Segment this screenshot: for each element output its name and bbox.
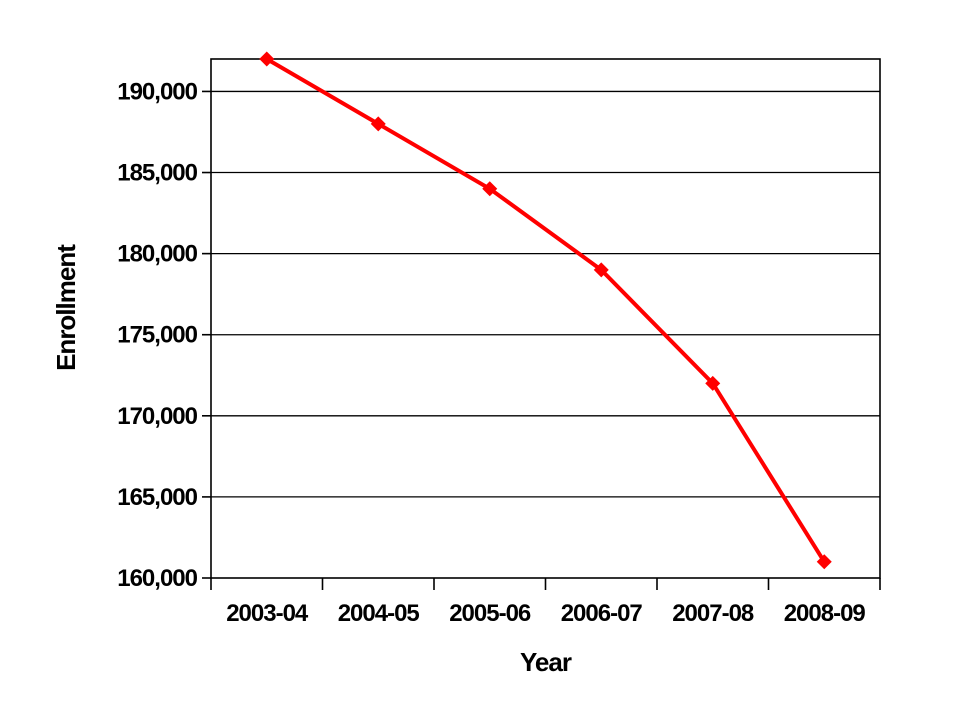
- plot-border: [210, 58, 881, 579]
- x-category-label: 2005-06: [449, 600, 531, 627]
- x-category-label: 2004-05: [338, 600, 420, 627]
- y-tick-label: 175,000: [117, 322, 197, 349]
- x-category-label: 2007-08: [672, 600, 754, 627]
- y-tick-label: 170,000: [117, 403, 197, 430]
- x-category-label: 2008-09: [784, 600, 866, 627]
- data-point-marker: [259, 51, 275, 67]
- data-point-marker: [482, 181, 498, 197]
- data-point-marker: [370, 116, 386, 132]
- data-point-marker: [593, 262, 609, 278]
- x-category-label: 2003-04: [226, 600, 309, 627]
- x-axis-title: Year: [520, 647, 572, 677]
- y-axis-title: Enrollment: [50, 245, 81, 371]
- y-tick-label: 165,000: [117, 484, 197, 511]
- x-category-label: 2006-07: [561, 600, 643, 627]
- y-tick-label: 190,000: [117, 78, 197, 105]
- y-tick-label: 185,000: [117, 160, 197, 187]
- series-line-enrollment: [264, 57, 827, 564]
- data-point-marker: [816, 554, 832, 570]
- data-point-marker: [705, 375, 721, 391]
- y-tick-label: 180,000: [117, 241, 197, 268]
- y-tick-label: 160,000: [117, 565, 197, 592]
